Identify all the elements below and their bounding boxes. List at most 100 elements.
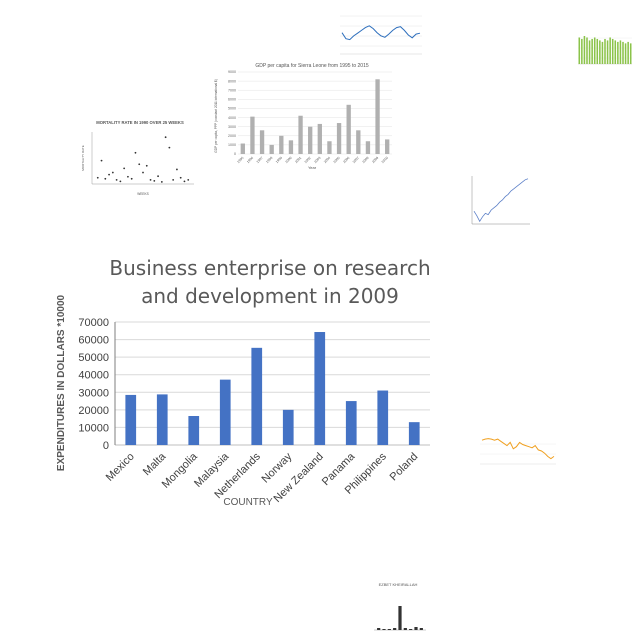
small-bar [393,628,397,630]
mortality-point [157,175,159,178]
right-line-chart-svg [462,168,532,234]
main-x-axis-label: COUNTRY [223,497,273,508]
gdp-y-tick-label: 2000 [228,134,236,138]
mortality-chart-svg: MORTALITY RATE IN 1990 OVER 25 WEEKS WEE… [81,120,194,196]
gdp-bar [259,130,265,154]
main-bar-mexico [125,394,137,445]
mortality-point [119,180,122,183]
main-y-tick-label: 70000 [78,317,109,329]
small-bar [387,629,391,630]
green-bar [591,38,593,64]
mortality-point [142,171,144,174]
thumb-gdp-chart: GDP per capita for Sierra Leone from 199… [212,58,394,172]
gdp-x-tick-label: 1999 [275,156,283,164]
small-bar-chart-title: EZBET KHEIRALLAH [379,582,418,587]
small-bar [382,629,386,630]
main-y-tick-label: 0 [103,440,109,452]
mortality-point [134,151,137,154]
main-bar-norway [282,409,294,445]
main-y-tick-label: 50000 [78,352,109,364]
mortality-point [149,178,152,181]
main-chart-title-line2: and development in 2009 [141,284,399,308]
orange-line-series [481,438,555,460]
top-line-chart-svg [330,8,424,62]
small-bar [409,629,413,630]
green-bar [583,36,586,64]
mortality-point [100,159,103,162]
small-bar-chart-svg: EZBET KHEIRALLAH [368,578,428,634]
gdp-bar [250,116,255,154]
gdp-y-tick-label: 6000 [228,98,236,102]
gdp-bar [385,139,390,154]
main-bar-panama [345,401,357,445]
mortality-y-axis-label: MORTALITY RATE [81,145,85,170]
gdp-x-tick-label: 1998 [265,156,273,164]
gdp-x-tick-label: 2009 [371,156,379,164]
thumb-green-bar-chart [568,28,634,72]
main-bar-mongolia [188,416,200,445]
gdp-bar [240,143,245,154]
main-y-tick-label: 40000 [78,370,109,382]
green-bar [622,41,624,64]
green-bar [601,41,604,64]
mortality-point [127,175,129,178]
gdp-x-tick-label: 2000 [284,156,292,164]
gdp-bar [269,144,274,154]
main-bar-netherlands [251,347,263,445]
gdp-y-tick-label: 3000 [228,125,236,129]
mortality-point [108,173,110,176]
orange-line-chart-svg [474,432,558,478]
gdp-x-tick-label: 1997 [256,156,264,164]
small-bar [419,628,423,630]
green-bar [586,37,588,64]
mortality-x-axis-label: WEEKS [137,192,149,196]
green-bar [609,37,611,64]
mortality-point [145,164,148,167]
green-bar [593,37,596,64]
mortality-point [115,178,118,181]
gdp-y-axis-label: GDP per capita, PPP (constant 2011 inter… [214,79,218,153]
green-bar [614,40,617,64]
mortality-point [183,180,186,183]
green-bar [617,41,619,64]
small-bar [398,606,402,630]
mortality-point [130,177,133,180]
gdp-bar [365,141,371,154]
green-bar [599,40,601,64]
gdp-x-tick-label: 2001 [294,156,302,164]
mortality-point [138,163,141,166]
gdp-x-tick-label: 2003 [313,156,321,164]
gdp-bar [375,79,380,154]
green-bar [629,43,632,64]
mortality-point [123,167,126,170]
green-bar [606,40,609,64]
gdp-bar [356,130,361,154]
green-bar [604,38,606,64]
main-bar-malaysia [219,379,231,445]
mortality-point [168,146,171,149]
mortality-point [111,171,114,174]
small-bar [377,628,381,630]
gdp-bar [298,115,303,154]
main-x-tick-label: Mexico [104,451,137,484]
gdp-x-tick-label: 2006 [342,156,350,164]
mortality-point [96,176,99,179]
small-bar [414,627,418,630]
green-bar [596,38,599,64]
thumb-top-line-chart [330,8,424,62]
main-y-tick-label: 10000 [78,422,109,434]
gdp-bar [317,123,322,154]
mortality-point [187,178,190,181]
thumb-orange-line-chart [474,432,558,478]
main-bar-poland [408,422,420,445]
top-line-series [341,25,421,41]
mortality-chart-title: MORTALITY RATE IN 1990 OVER 25 WEEKS [96,120,184,125]
gdp-y-tick-label: 0 [234,152,236,156]
green-bar [578,37,581,64]
main-chart-title: Business enterprise on research and deve… [60,254,480,310]
gdp-x-tick-label: 1995 [236,156,244,164]
thumb-mortality-scatter: MORTALITY RATE IN 1990 OVER 25 WEEKS WEE… [76,112,198,202]
green-bar-chart-svg [568,28,634,72]
gdp-y-tick-label: 7000 [228,88,236,92]
main-y-tick-label: 30000 [78,387,109,399]
